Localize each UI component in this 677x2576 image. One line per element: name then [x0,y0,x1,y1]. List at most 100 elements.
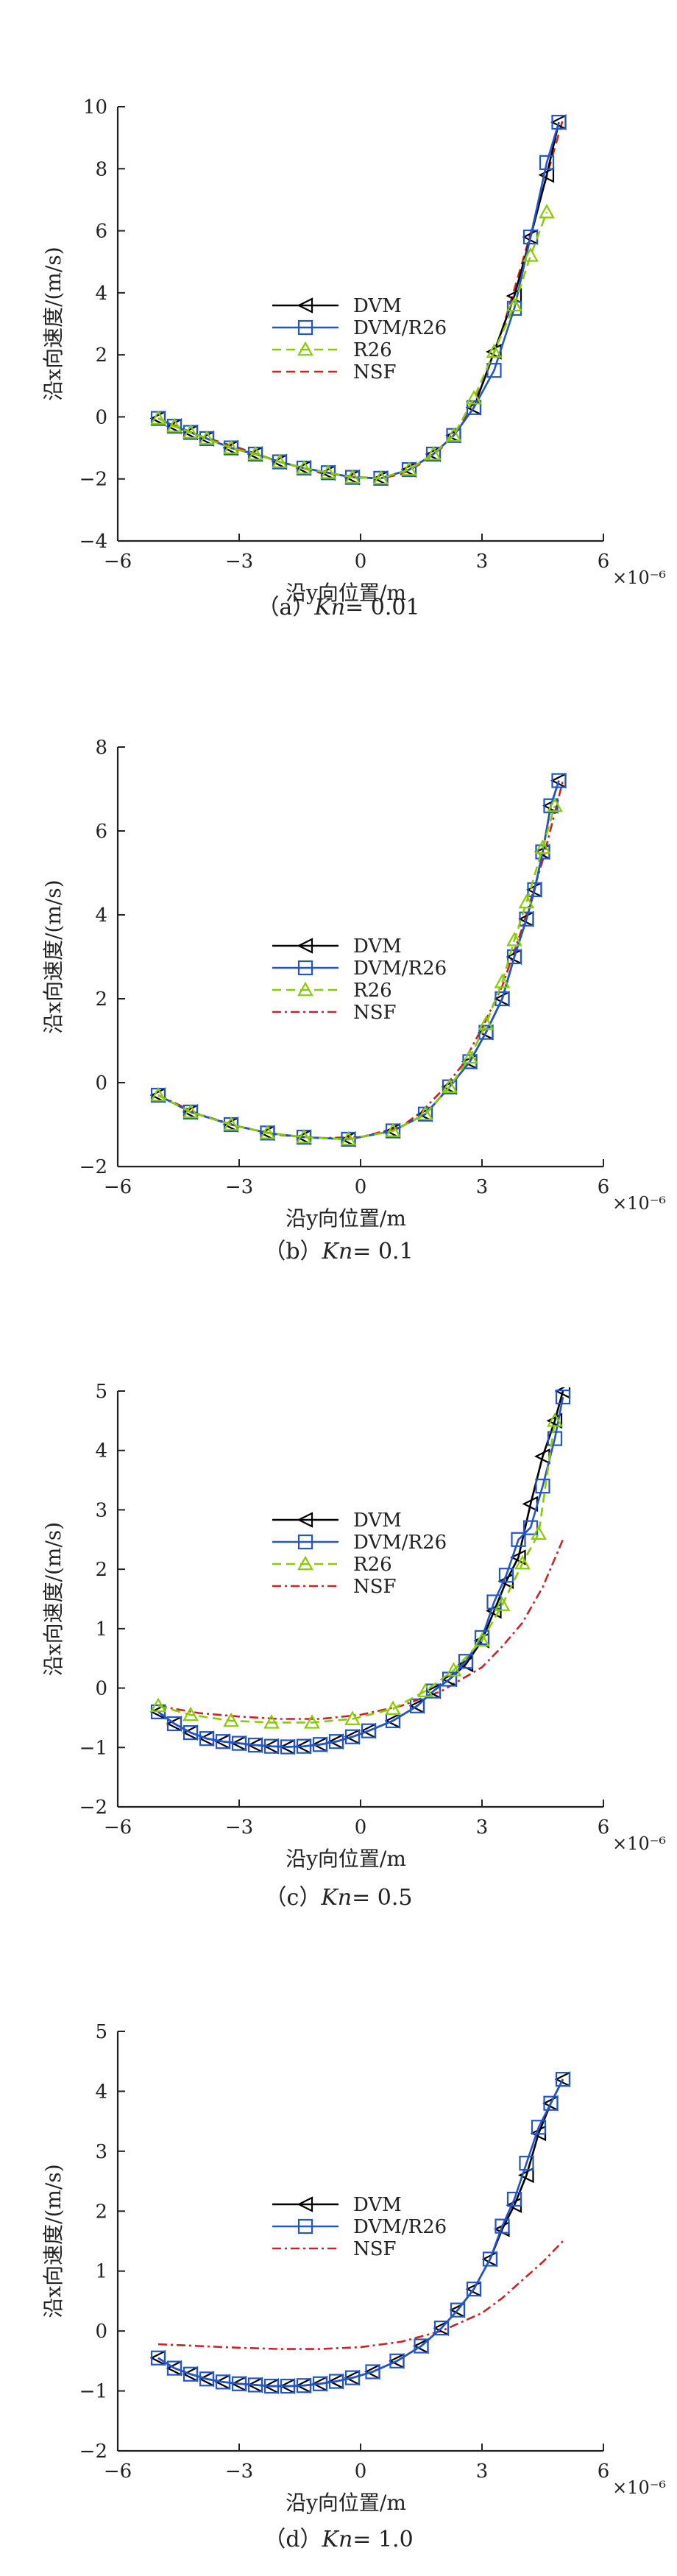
y-tick-label: 2 [95,988,107,1011]
y-tick-label: 0 [95,406,107,428]
x-tick-label: −6 [104,1816,132,1839]
legend-label: R26 [353,339,392,361]
data-point [280,1739,296,1755]
data-point [543,2095,559,2111]
legend-marker [297,2218,313,2234]
data-point [199,2371,215,2387]
x-tick-label: 3 [476,1816,489,1839]
x-tick-label: −3 [225,2460,253,2483]
data-point [150,410,166,425]
caption-a: （a）Kn= 0.01 [257,595,419,620]
data-point [166,1716,182,1732]
data-point [215,1734,231,1749]
x-tick-label: −6 [104,1176,132,1198]
legend-label: DVM/R26 [353,958,447,980]
data-point [150,1697,166,1713]
y-axis-label: 沿x向速度/(m/s) [41,2164,65,2318]
data-point [531,2120,547,2135]
data-point [365,2364,380,2379]
data-point [535,1479,550,1494]
data-point [280,2378,296,2394]
data-point [417,1105,433,1121]
data-point [546,1412,563,1429]
y-tick-label: 4 [95,905,107,927]
data-point [328,2374,344,2389]
legend-marker [297,981,313,997]
legend-label: R26 [353,1554,392,1576]
legend-label: NSF [353,361,397,383]
data-point [361,1723,377,1738]
y-tick-label: 6 [95,821,107,843]
series-r26 [150,204,555,485]
data-point [263,1714,280,1729]
data-point [534,839,551,854]
x-axis-label: 沿y向位置/m [286,1847,406,1871]
legend-marker [297,319,313,336]
data-point [263,1738,280,1754]
y-tick-label: 2 [95,344,107,367]
data-point [495,2218,510,2234]
data-point [458,1654,474,1669]
data-point [263,2378,280,2394]
panel-a: −6 −3 0 3 6 −4 −2 0 2 4 6 8 10 沿y向位置/m ×10⁻⁶ 沿x向速度/(m/s… [41,96,666,605]
data-point [272,453,288,468]
data-point [494,1596,511,1611]
data-point [486,343,503,358]
legend-label: NSF [353,1002,397,1024]
x-tick-label: 6 [598,551,610,573]
series-dvm-r26 [150,773,567,1147]
caption-b: （b）Kn= 0.1 [263,1239,413,1264]
data-point [389,2353,405,2368]
y-tick-label: 4 [95,1440,107,1462]
y-tick-label: 10 [83,96,107,118]
data-point [514,1554,531,1570]
data-point [182,424,199,439]
data-point [433,2320,450,2336]
data-point [223,1116,239,1131]
data-point [328,1734,344,1749]
y-axis-label: 沿x向速度/(m/s) [41,247,65,400]
data-point [474,1632,490,1647]
data-point [442,1078,458,1094]
data-point [547,797,563,813]
data-point [555,1389,571,1405]
x-tick-label: 6 [598,1176,610,1198]
y-tick-label: −2 [79,469,107,491]
data-point [478,1025,494,1040]
data-point [312,1737,328,1752]
data-point [149,2350,166,2366]
data-point [510,1549,526,1565]
y-tick-label: −2 [79,1797,107,1819]
y-tick-label: 0 [95,2321,107,2343]
series-line [157,1420,556,1724]
data-point [506,2191,522,2207]
y-tick-label: 1 [95,2261,107,2283]
data-point [547,1412,563,1427]
y-tick-label: −2 [79,2441,107,2463]
data-point [450,2302,466,2318]
data-point [495,991,510,1007]
data-point [522,247,539,262]
data-point [247,445,263,461]
caption-d: （d）Kn= 1.0 [263,2527,413,2552]
data-point [150,2350,166,2366]
data-point [372,470,389,485]
x-axis-label: 沿y向位置/m [286,581,406,605]
data-point [486,363,502,378]
x-scale-label: ×10⁻⁶ [612,567,666,588]
x-tick-label: 0 [355,2460,367,2483]
series-line [157,2240,564,2350]
x-tick-label: 0 [355,551,367,573]
x-tick-label: 0 [355,1816,367,1839]
legend-marker [297,297,313,314]
data-point [527,882,542,897]
y-tick-label: 1 [95,1618,107,1641]
data-point [231,2376,247,2391]
x-tick-label: 0 [355,1176,367,1198]
data-point [231,1735,247,1751]
y-tick-label: 3 [95,2141,107,2163]
